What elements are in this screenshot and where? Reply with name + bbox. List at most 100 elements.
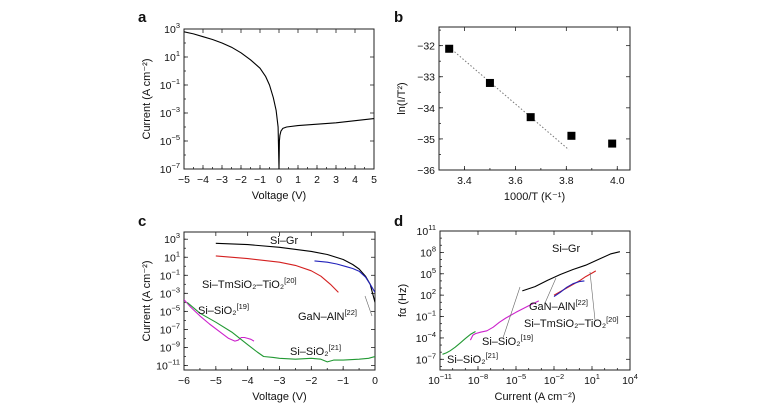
y-tick-label: 103 [164,21,180,36]
x-tick-label: 10−11 [428,372,452,387]
panel-label: d [394,213,403,230]
y-tick-label: 10−5 [160,133,180,148]
x-tick-label: 3 [333,174,339,186]
y-tick-label: 1011 [417,223,436,238]
annotation-label: Si–Gr [552,243,580,255]
leader-line [502,286,521,339]
leader-line [364,295,373,317]
y-tick-label: 10−11 [156,357,180,372]
data-point [567,131,576,140]
data-point [485,78,494,87]
x-tick-label: −1 [254,174,266,186]
series-line-si-sio2-19- [469,300,540,341]
x-tick-label: −4 [197,174,209,186]
x-tick-label: −2 [305,375,317,387]
y-tick-label: −35 [417,134,435,146]
x-axis-title: Voltage (V) [252,190,306,202]
plot-frame [183,231,376,371]
data-point [608,139,617,148]
leader-line [589,271,596,321]
y-tick-label: 101 [164,249,180,264]
x-tick-label: 0 [372,375,378,387]
series-line-si-sio2-21- [442,331,476,355]
y-tick-label: 10−3 [160,105,180,120]
x-tick-label: −3 [216,174,228,186]
fit-line [448,46,570,151]
x-tick-label: 10−5 [506,372,526,387]
series-line-si-gr [184,31,374,169]
annotation-label: GaN–AlN[22] [298,308,357,323]
annotation-label: Si–SiO₂[19] [482,333,533,348]
x-tick-label: 1 [295,174,301,186]
panel-c: c −6 −5 −4 −3 −2 −1 0 10−11 10−9 10−7 10−5 10−3 10−1 1… [138,213,378,403]
y-tick-label: 10−7 [160,161,180,176]
x-tick-label: −2 [235,174,247,186]
y-tick-label: 10−7 [160,321,180,336]
x-tick-label: −4 [242,375,254,387]
y-axis-title: ln(I/T²) [396,82,408,114]
panel-b: b 3.4 3.6 3.8 4.0 −36 −35 −34 −33 −32 1000/T (K⁻¹)… [394,9,631,203]
data-point [445,44,454,53]
y-tick-label: 10−7 [416,351,436,366]
x-tick-label: 0 [276,174,282,186]
annotation-label: Si–SiO₂[21] [447,351,498,366]
y-tick-label: 10−4 [416,330,436,345]
panel-label: b [394,9,403,26]
series-line-si-gr [215,242,375,303]
x-tick-label: −5 [178,174,190,186]
panel-label: c [138,213,146,230]
y-tick-label: 105 [420,266,436,281]
y-tick-label: 101 [164,49,180,64]
x-axis-title: 1000/T (K⁻¹) [504,191,565,203]
annotation-label: Si–Gr [270,235,298,247]
series-line-si-sio2-19- [184,299,255,342]
y-axis-title: Current (A cm⁻²) [141,59,153,140]
x-tick-label: 101 [584,372,600,387]
x-tick-label: −6 [178,375,190,387]
x-tick-label: 3.8 [559,175,574,187]
y-tick-label: 10−1 [416,309,436,324]
data-point [526,113,535,122]
x-tick-label: −5 [210,375,222,387]
y-tick-label: 108 [420,244,436,259]
plot-frame [439,230,631,371]
x-tick-label: 3.4 [457,175,472,187]
annotation-label: Si–SiO₂[21] [290,343,341,358]
y-tick-label: −32 [417,41,435,53]
plot-frame [438,26,631,171]
y-tick-label: 10−1 [160,77,180,92]
series-line-si-gr [522,251,621,292]
x-tick-label: 4.0 [610,175,625,187]
x-tick-label: 104 [622,372,638,387]
series-line-si-tmsio2-tio2-20- [215,255,339,293]
panel-label: a [138,9,147,26]
y-tick-label: −33 [417,72,435,84]
x-tick-label: 5 [371,174,377,186]
x-tick-label: 10−2 [544,372,564,387]
y-axis-title: Current (A cm⁻²) [141,261,153,342]
x-axis-title: Voltage (V) [252,391,306,403]
x-tick-label: 4 [352,174,358,186]
annotation-label: Si–TmSiO₂–TiO₂[20] [524,315,619,330]
x-tick-label: 3.6 [508,175,523,187]
annotation-label: Si–TmSiO₂–TiO₂[20] [202,276,297,291]
annotation-label: Si–SiO₂[19] [198,302,249,317]
y-tick-label: −34 [417,103,435,115]
series-line-gan-aln-22- [553,280,585,298]
panel-d: d 10−11 10−8 10−5 10−2 101 104 10−7 10−4 10−1 102 1… [394,213,638,403]
y-axis-title: fα (Hz) [397,284,409,317]
y-tick-label: 10−3 [160,285,180,300]
y-tick-label: 102 [420,287,436,302]
x-tick-label: 10−8 [468,372,488,387]
y-tick-label: 103 [164,231,180,246]
x-tick-label: 2 [314,174,320,186]
x-tick-label: −3 [274,375,286,387]
annotation-label: GaN–AlN[22] [529,298,588,313]
y-tick-label: −36 [417,165,435,177]
leader-line [544,277,557,304]
x-tick-label: −1 [337,375,349,387]
series-line-gan-aln-22- [314,260,375,293]
panel-a: a −5 −4 −3 −2 −1 0 1 2 3 4 5 10−7 10−5 10−3 10−1 101 103 V… [138,9,377,202]
y-tick-label: 10−5 [160,303,180,318]
